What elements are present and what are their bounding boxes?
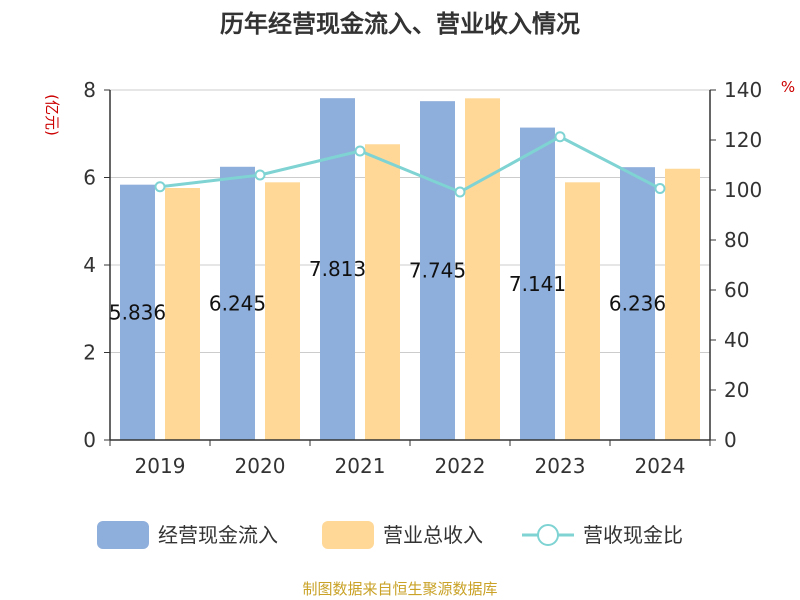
- legend-label-revenue: 营业总收入: [383, 523, 483, 547]
- data-labels: 5.836 6.245 7.813 7.745 7.141 6.236: [109, 257, 666, 324]
- cash-inflow-bar: [220, 166, 255, 440]
- ratio-point: [154, 181, 166, 193]
- ratio-point: [254, 169, 266, 181]
- ratio-point: [554, 131, 566, 143]
- cash-inflow-bar: [420, 101, 455, 440]
- cash-inflow-data-label: 5.836: [109, 300, 166, 324]
- source-note: 制图数据来自恒生聚源数据库: [302, 580, 497, 598]
- cash-inflow-data-label: 7.745: [409, 259, 466, 283]
- ratio-point: [454, 186, 466, 198]
- bars: [120, 98, 700, 441]
- left-axis-unit: (亿元): [43, 94, 61, 136]
- right-tick-label: 0: [724, 428, 737, 452]
- legend-label-ratio: 营收现金比: [583, 523, 683, 547]
- chart-title: 历年经营现金流入、营业收入情况: [220, 10, 580, 38]
- revenue-bar: [365, 144, 400, 440]
- legend-marker-ratio: [537, 524, 559, 546]
- legend-swatch-revenue: [322, 521, 374, 549]
- left-tick-label: 2: [83, 341, 96, 365]
- right-tick-label: 140: [724, 78, 762, 102]
- cash-inflow-data-label: 6.236: [609, 292, 666, 316]
- left-tick-label: 4: [83, 253, 96, 277]
- right-tick-label: 80: [724, 228, 749, 252]
- revenue-bar: [565, 182, 600, 440]
- ratio-point: [354, 145, 366, 157]
- ratio-line-path: [159, 135, 661, 194]
- legend: 经营现金流入 营业总收入 营收现金比: [97, 521, 683, 549]
- cash-inflow-data-label: 6.245: [209, 291, 266, 315]
- x-tick-label: 2020: [235, 454, 286, 478]
- left-tick-label: 0: [83, 428, 96, 452]
- right-tick-label: 120: [724, 128, 762, 152]
- x-tick-label: 2021: [335, 454, 386, 478]
- revenue-bar: [665, 168, 700, 440]
- x-tick-label: 2019: [135, 454, 186, 478]
- revenue-bar: [465, 98, 500, 440]
- right-tick-label: 100: [724, 178, 762, 202]
- x-tick-label: 2023: [535, 454, 586, 478]
- right-tick-label: 20: [724, 378, 749, 402]
- revenue-bar: [165, 188, 200, 440]
- x-tick-label: 2022: [435, 454, 486, 478]
- left-tick-label: 6: [83, 166, 96, 190]
- legend-swatch-cash-inflow: [97, 521, 149, 549]
- left-tick-label: 8: [83, 78, 96, 102]
- ratio-point: [654, 183, 666, 194]
- right-tick-label: 60: [724, 278, 749, 302]
- legend-label-cash-inflow: 经营现金流入: [158, 523, 278, 547]
- cash-inflow-data-label: 7.813: [309, 257, 366, 281]
- cash-inflow-bar: [520, 127, 555, 441]
- right-axis-unit: %: [781, 78, 795, 96]
- x-tick-label: 2024: [635, 454, 686, 478]
- right-tick-label: 40: [724, 328, 749, 352]
- cash-inflow-bar: [620, 167, 655, 441]
- cash-inflow-bar: [120, 184, 155, 440]
- revenue-bar: [265, 182, 300, 440]
- cash-inflow-data-label: 7.141: [509, 272, 566, 296]
- ratio-line: [154, 131, 666, 198]
